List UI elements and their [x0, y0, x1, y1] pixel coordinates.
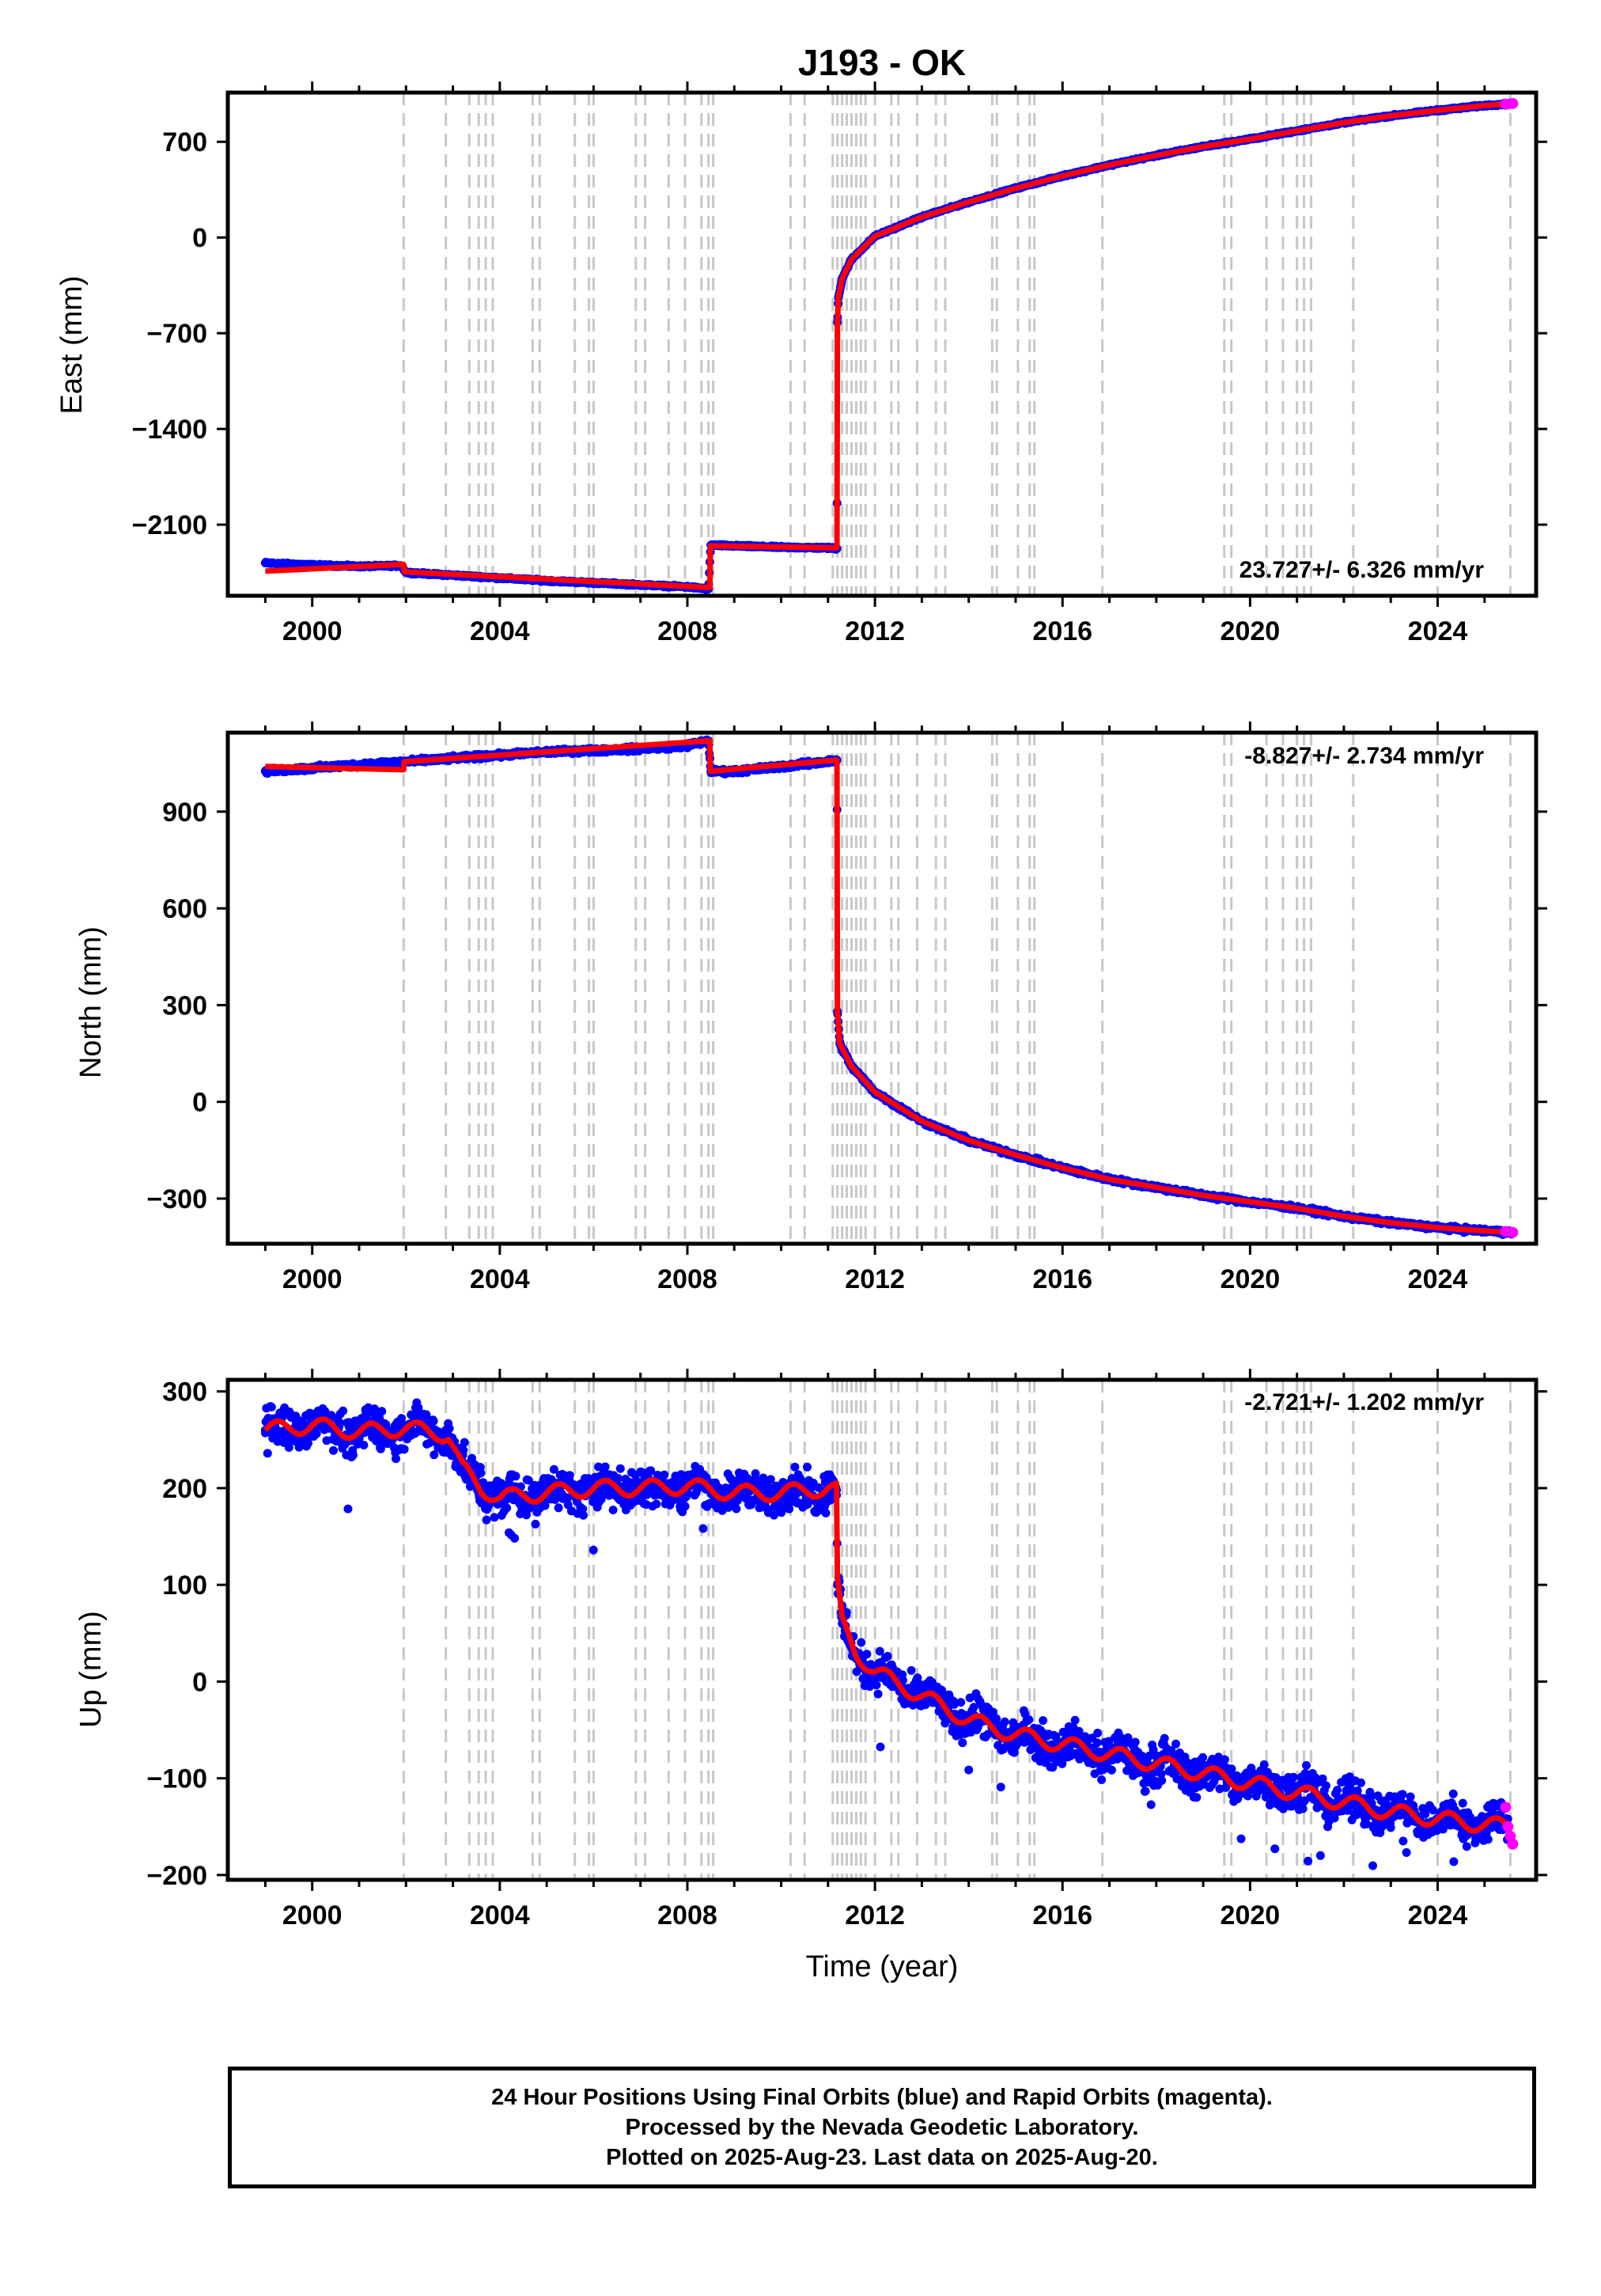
fit-line-up [263, 1416, 1511, 1834]
y-axis-label-up: Up (mm) [74, 1611, 108, 1728]
x-tick-label: 2008 [657, 1264, 717, 1294]
y-axis-label-north: North (mm) [74, 926, 108, 1078]
rapid-point [1500, 1802, 1512, 1813]
y-tick-label: 0 [192, 1667, 207, 1697]
y-tick-label: 0 [192, 1088, 207, 1118]
y-tick-label: −700 [146, 319, 207, 349]
x-tick-label: 2012 [845, 1264, 905, 1294]
frame-east [225, 90, 1539, 598]
panel-east: 2000 2004 2008 2012 2016 2020 2024 −2100 −1400 −7… [132, 81, 1547, 646]
plot-area-up [260, 1380, 1519, 1880]
x-tick-label: 2008 [657, 1900, 717, 1930]
x-tick-label: 2004 [470, 1264, 530, 1294]
y-tick-label: 700 [162, 127, 207, 157]
fit-line-north [265, 737, 1513, 1236]
x-tick-label: 2024 [1408, 1900, 1468, 1930]
frame-north [225, 730, 1539, 1246]
y-tick-label: 600 [162, 894, 207, 924]
x-axis-label: Time (year) [806, 1950, 959, 1983]
y-tick-label: −200 [146, 1861, 207, 1891]
series-points-up [260, 1398, 1512, 1870]
rate-label-up: -2.721+/- 1.202 mm/yr [1244, 1389, 1484, 1415]
x-tick-label: 2004 [470, 1900, 530, 1930]
x-tick-label: 2020 [1221, 1900, 1281, 1930]
footer-line-3: Plotted on 2025-Aug-23. Last data on 202… [606, 2145, 1158, 2170]
y-tick-label: −100 [146, 1764, 207, 1794]
x-tick-label: 2016 [1032, 1264, 1092, 1294]
fit-line-east [265, 100, 1513, 591]
panel-north: 2000 2004 2008 2012 2016 2020 2024 −300 0 300 600 9… [146, 722, 1547, 1294]
y-tick-label: 300 [162, 991, 207, 1021]
x-tick-label: 2004 [470, 616, 530, 646]
rapid-point [1502, 1821, 1514, 1832]
x-tick-label: 2000 [282, 1264, 343, 1294]
y-tick-label: 100 [162, 1570, 207, 1601]
x-tick-label: 2016 [1032, 1900, 1092, 1930]
series-points-north [260, 735, 1517, 1239]
chart-title: J193 - OK [798, 42, 966, 83]
rapid-point [1507, 1226, 1519, 1238]
y-tick-label: −2100 [132, 510, 208, 540]
footer-box: 24 Hour Positions Using Final Orbits (bl… [228, 2067, 1536, 2188]
data-point [260, 559, 270, 568]
footer-line-1: 24 Hour Positions Using Final Orbits (bl… [491, 2085, 1273, 2110]
y-axis-label-east: East (mm) [55, 275, 89, 414]
rate-label-north: -8.827+/- 2.734 mm/yr [1244, 743, 1484, 769]
y-tick-label: 300 [162, 1377, 207, 1408]
panel-up: 2000 2004 2008 2012 2016 2020 2024 −200 −100 0 100… [146, 1369, 1547, 1930]
rate-label-east: 23.727+/- 6.326 mm/yr [1240, 557, 1485, 583]
x-tick-label: 2020 [1221, 1264, 1281, 1294]
y-tick-label: −1400 [132, 415, 208, 445]
plot-area-north [260, 733, 1519, 1244]
rapid-point [1507, 97, 1519, 109]
series-points-path-north [260, 735, 1517, 1239]
series-points-east [260, 98, 1517, 594]
x-tick-label: 2012 [845, 1900, 905, 1930]
x-tick-label: 2024 [1408, 616, 1468, 646]
x-tick-label: 2020 [1221, 616, 1281, 646]
x-tick-label: 2008 [657, 616, 717, 646]
rapid-point [1507, 1838, 1519, 1850]
y-tick-label: 200 [162, 1474, 207, 1504]
frame-up [225, 1377, 1539, 1882]
series-points-path-east [260, 98, 1517, 594]
x-tick-label: 2000 [282, 1900, 343, 1930]
y-tick-label: 0 [192, 223, 207, 253]
plot-area-east [260, 93, 1519, 596]
x-tick-label: 2024 [1408, 1264, 1468, 1294]
x-tick-label: 2012 [845, 616, 905, 646]
x-tick-label: 2016 [1032, 616, 1092, 646]
footer-line-2: Processed by the Nevada Geodetic Laborat… [625, 2115, 1139, 2140]
y-tick-label: 900 [162, 798, 207, 828]
data-point [444, 1430, 453, 1440]
x-tick-label: 2000 [282, 616, 343, 646]
y-tick-label: −300 [146, 1184, 207, 1214]
